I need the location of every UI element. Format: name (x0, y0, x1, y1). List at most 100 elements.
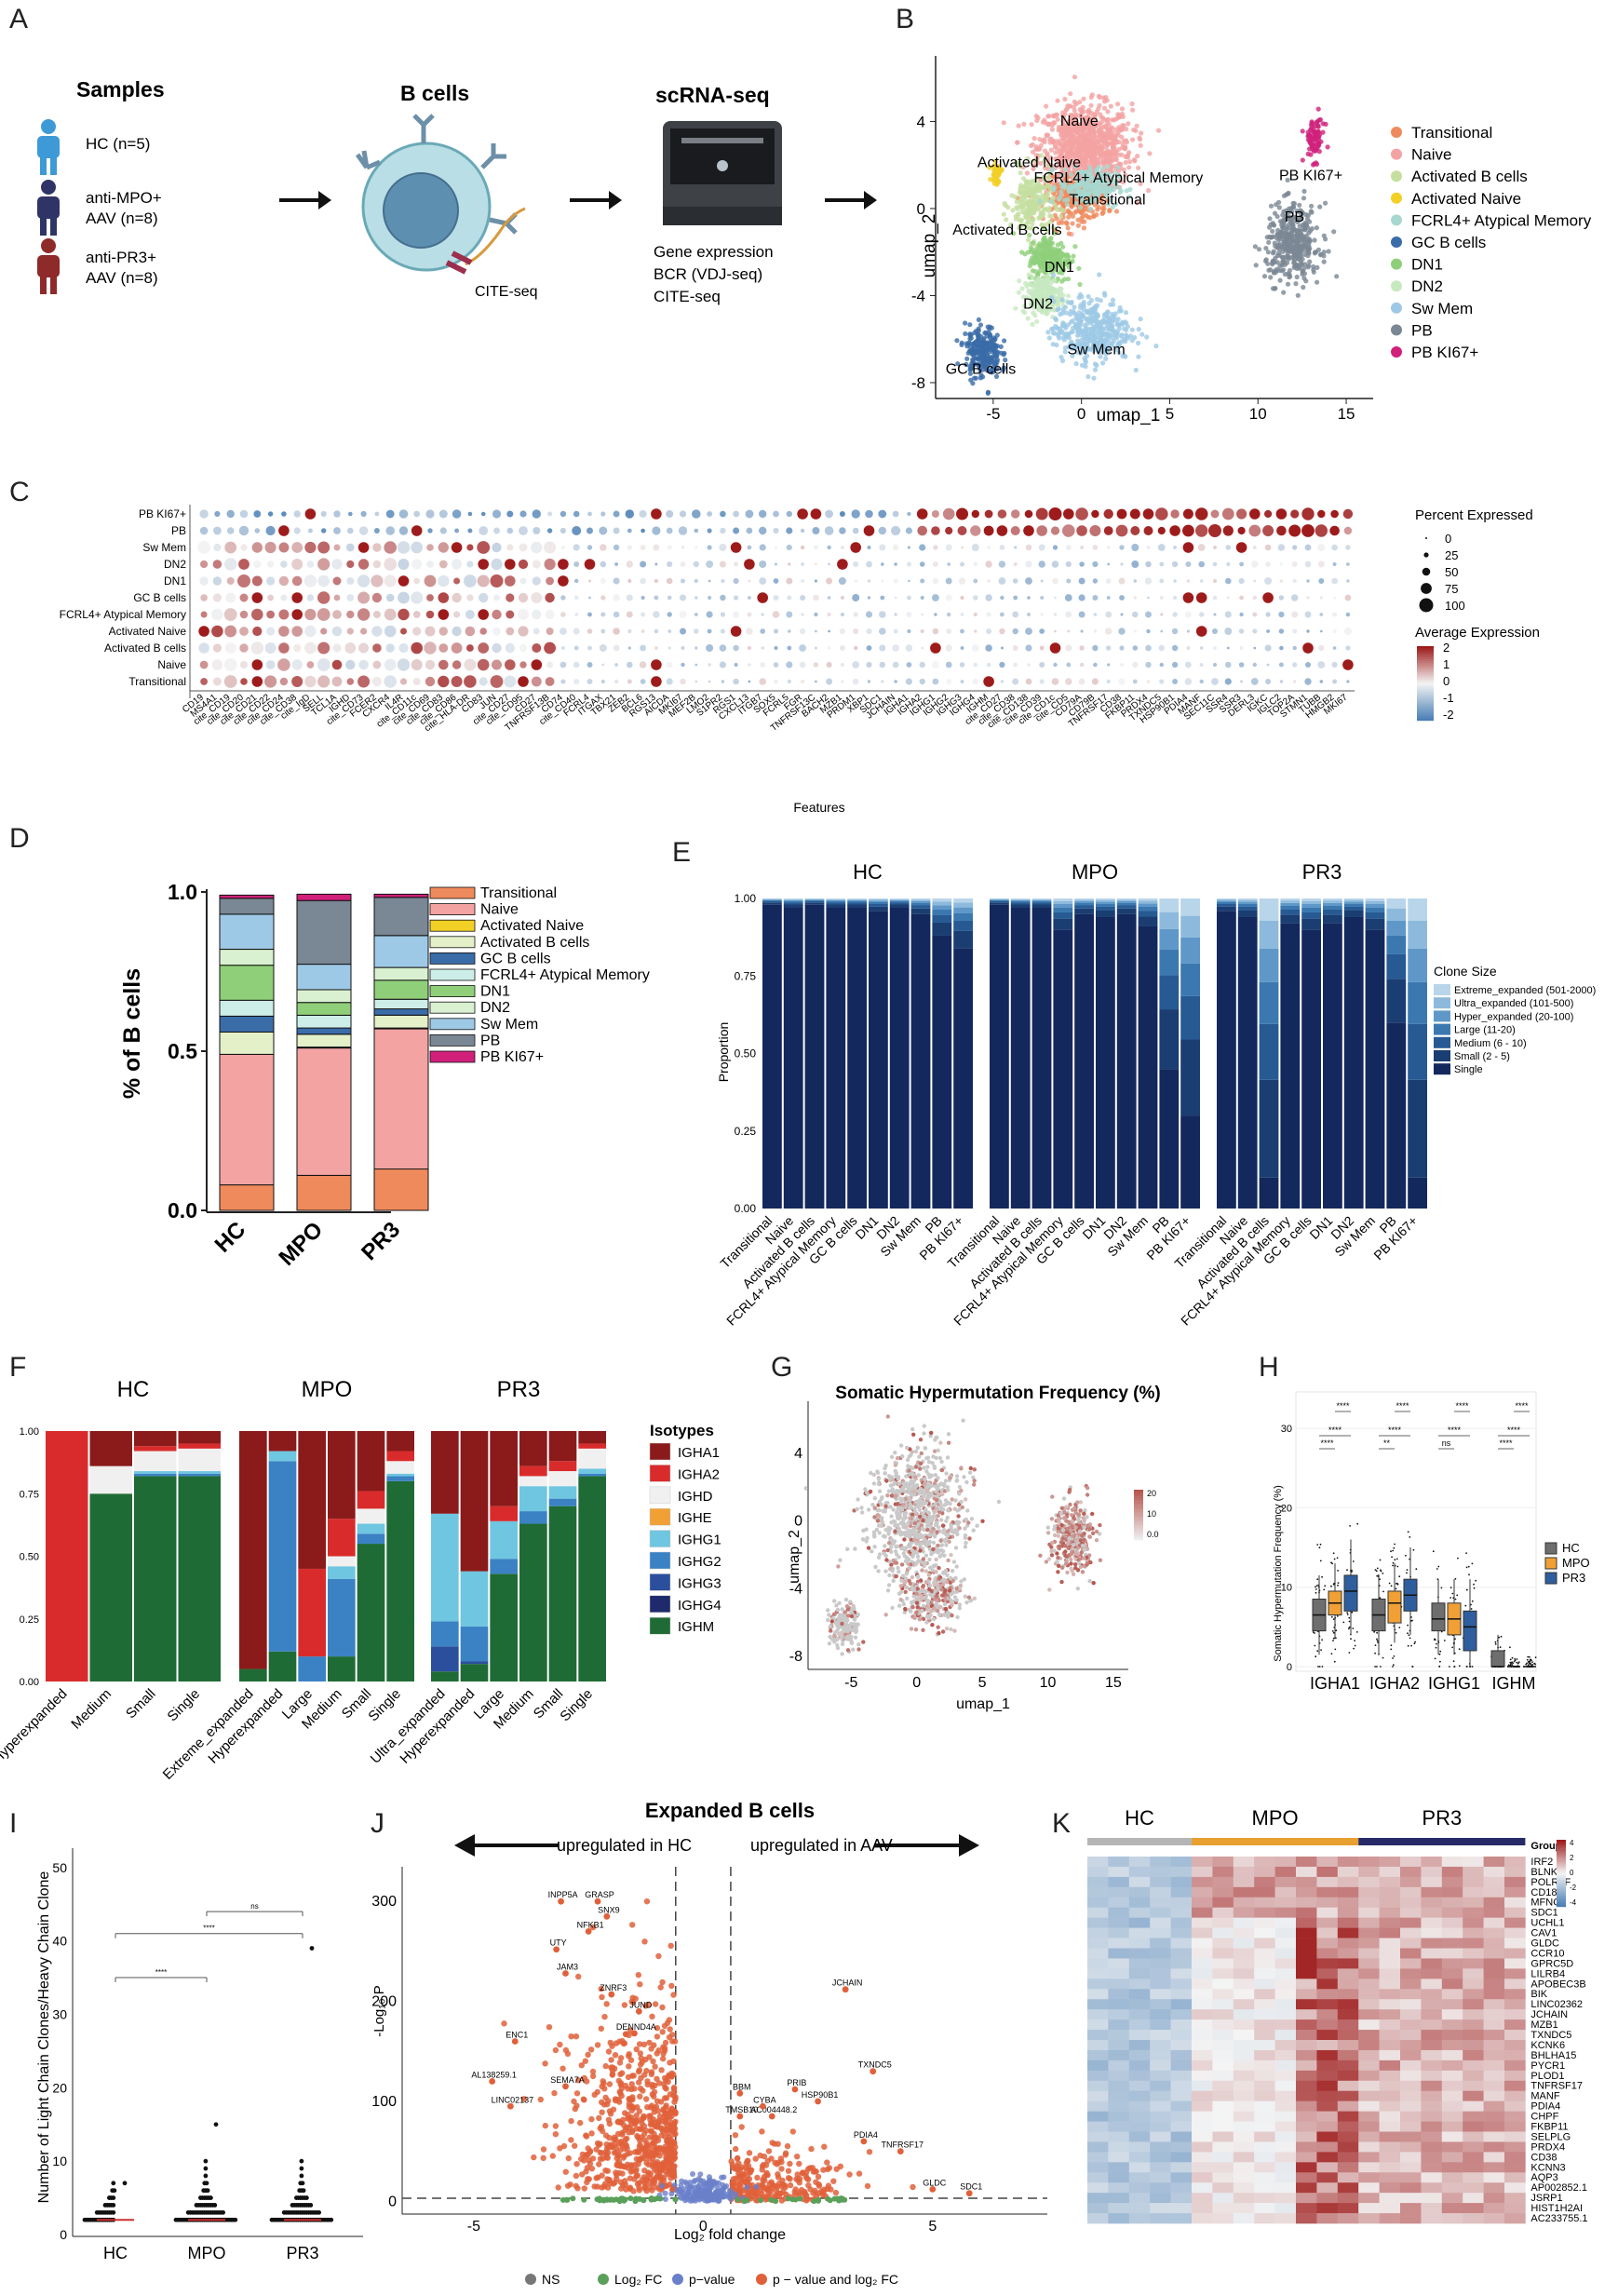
dotplot-dot (730, 626, 742, 637)
panel-f-bar-segment (357, 1508, 385, 1524)
dotplot-dot (532, 643, 542, 653)
panel-e-bar-segment (1053, 918, 1073, 930)
umap-b-point (1054, 216, 1059, 222)
umap-b-point (965, 341, 971, 346)
dotplot-dot (278, 626, 290, 637)
dotplot-dot (385, 509, 395, 519)
panel-e-ytick-label: 0.75 (735, 969, 757, 982)
panel-d-stacked-bars: 0.00.51.0HC MPO PR3 % of B cells Transitio… (119, 880, 650, 1271)
dotplot-dot (467, 528, 473, 533)
dotplot-dot (880, 562, 884, 566)
color-legend-label: 1 (1443, 657, 1449, 671)
umap-b-point (1301, 188, 1307, 195)
dotplot-dot (1146, 628, 1151, 634)
umap-b-point (1301, 241, 1306, 247)
umap-b-point (1266, 239, 1272, 245)
umap-b-point (1030, 321, 1035, 327)
panel-f-bar-segment (460, 1626, 489, 1662)
umap-b-cluster-label: DN2 (1023, 296, 1053, 312)
sample-mpo-label-1: anti-MPO+ (86, 189, 162, 207)
color-legend-step (1417, 655, 1434, 658)
dotplot-dot (291, 575, 303, 587)
dotplot-dot (572, 526, 582, 535)
umap-b-point (1081, 225, 1086, 231)
umap-b-point (1120, 321, 1126, 327)
dotplot-dot (518, 676, 529, 687)
dotplot-dot (1080, 629, 1084, 633)
dotplot-dot (1225, 661, 1232, 669)
panel-e-bar-segment (889, 899, 910, 901)
panel-e-bar-segment (953, 920, 973, 931)
dotplot-dot (560, 661, 567, 669)
dotplot-dot (1065, 611, 1072, 618)
dotplot-dot (654, 578, 659, 584)
umap-b-point (1105, 149, 1111, 155)
dotplot-dot (452, 626, 462, 637)
umap-b-point (1132, 334, 1138, 341)
dotplot-dot (265, 660, 276, 669)
panel-e-bar-segment (1386, 908, 1407, 921)
dotplot-dot (840, 612, 845, 617)
panel-d-legend-swatch (429, 985, 476, 997)
dotplot-dot (224, 625, 237, 638)
dotplot-dot (357, 559, 370, 570)
dotplot-dot (1147, 596, 1150, 600)
dotplot-dot (518, 609, 529, 620)
panel-f-bar-segment (239, 1431, 267, 1669)
dotplot-dot (371, 574, 384, 588)
dotplot-dot (919, 678, 925, 685)
umap-b-point (1031, 209, 1037, 214)
dotplot-dot (438, 643, 449, 653)
panel-e-bar-segment (1386, 935, 1407, 954)
panel-e-bar-segment (932, 922, 952, 936)
dotplot-dot (306, 560, 315, 568)
umap-b-point (1028, 261, 1033, 266)
dotplot-dot (1279, 680, 1284, 683)
umap-b-legend-label: Activated B cells (1411, 168, 1528, 185)
panel-e-bar-segment (1096, 906, 1115, 911)
dotplot-dot (748, 663, 751, 667)
dotplot-dot (852, 594, 860, 601)
umap-b-point (1261, 274, 1268, 279)
dotplot-dot (973, 662, 978, 668)
umap-b-point (984, 347, 990, 353)
dotplot-dot (200, 594, 208, 601)
umap-b-point (1081, 299, 1086, 305)
panel-e-bar-segment (1138, 903, 1158, 907)
umap-b-xtick-label: -5 (986, 405, 1000, 423)
dotplot-dot (1212, 545, 1218, 550)
dotplot-dot (625, 509, 634, 519)
umap-b-point (1279, 223, 1285, 228)
dotplot-dot (613, 510, 620, 518)
dotplot-dot (345, 543, 355, 552)
isotype-legend-swatch (649, 1507, 671, 1526)
panel-d-ytick-label: 0.0 (168, 1198, 197, 1222)
umap-b-point (1052, 142, 1058, 147)
dotplot-dot (1025, 560, 1032, 568)
dotplot-dot (452, 592, 462, 603)
dotplot-dot (721, 680, 725, 683)
dotplot-dot (1093, 613, 1098, 616)
dotplot-dot (1025, 628, 1032, 635)
umap-b-point (1334, 274, 1340, 279)
umap-b-point (1300, 157, 1305, 163)
umap-b-legend-label: GC B cells (1411, 234, 1486, 251)
panel-e-bar-segment (953, 907, 973, 913)
dotplot-dot (1093, 662, 1098, 668)
panel-f-bar-segment (578, 1473, 606, 1477)
dotplot-dot (1186, 645, 1191, 651)
dotplot-dot (212, 677, 222, 686)
dotplot-dot (1319, 629, 1323, 633)
dotplot-dot (425, 659, 436, 670)
dotplot-dot (748, 680, 751, 683)
dotplot-dot (879, 544, 886, 551)
dotplot-dot (1014, 546, 1018, 549)
dotplot-dot (425, 626, 436, 637)
umap-b-point (1325, 144, 1330, 150)
dotplot-dot (958, 577, 966, 585)
dotplot-dot (560, 628, 567, 635)
dotplot-dot (680, 628, 686, 635)
dotplot-dot (398, 559, 410, 570)
umap-b-point (986, 357, 991, 362)
dotplot-dot (384, 658, 397, 671)
